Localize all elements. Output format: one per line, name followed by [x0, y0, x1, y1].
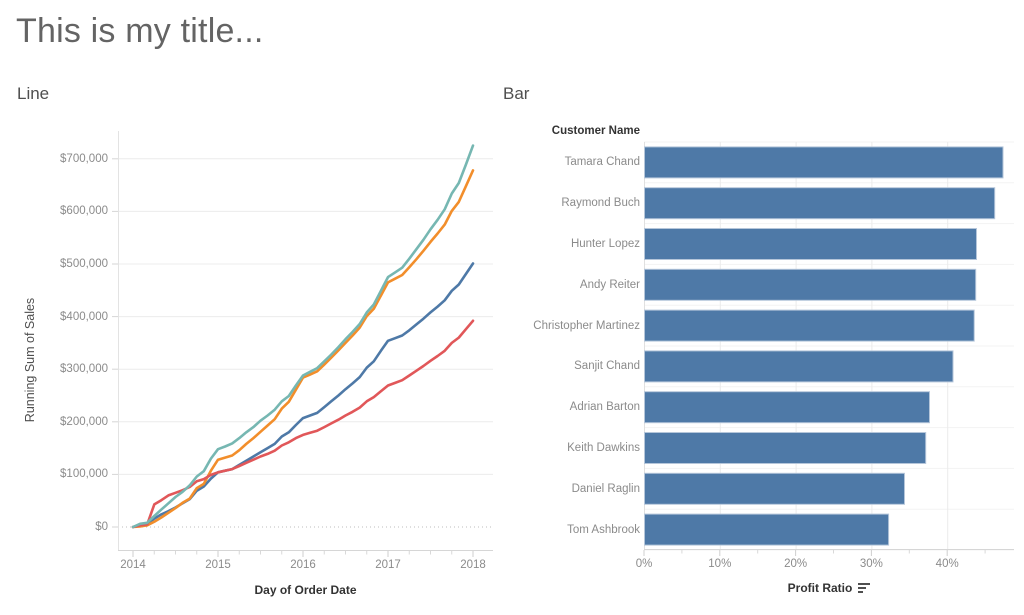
line-y-tick-label: $600,000 — [60, 205, 108, 218]
line-y-tick-label: $400,000 — [60, 310, 108, 323]
line-x-tick-label: 2014 — [120, 559, 146, 571]
line-y-tick-label: $500,000 — [60, 258, 108, 270]
bar-row-label[interactable]: Tom Ashbrook — [567, 523, 640, 536]
line-x-tick-label: 2015 — [205, 559, 231, 571]
bar-daniel-raglin[interactable] — [644, 472, 905, 505]
bar-andy-reiter[interactable] — [644, 268, 977, 301]
bar-x-tick-label: 10% — [708, 558, 732, 570]
line-y-tick-label: $200,000 — [60, 415, 108, 428]
line-x-tick-label: 2018 — [460, 559, 486, 571]
bar-hunter-lopez[interactable] — [644, 228, 977, 260]
bar-x-axis-title: Profit Ratio — [787, 581, 853, 595]
bar-keith-dawkins[interactable] — [644, 432, 927, 464]
line-y-tick-label: $300,000 — [60, 363, 108, 376]
line-plot-area — [112, 131, 493, 557]
line-x-tick-label: 2017 — [375, 559, 401, 571]
line-y-tick-label: $0 — [95, 521, 108, 533]
bar-row-label[interactable]: Daniel Raglin — [571, 482, 640, 495]
line-x-axis-title: Day of Order Date — [254, 583, 357, 597]
bar-sanjit-chand[interactable] — [644, 350, 954, 383]
bar-x-tick-label: 0% — [635, 558, 653, 570]
line-series-blue[interactable] — [131, 262, 475, 529]
bar-row-label[interactable]: Tamara Chand — [564, 156, 640, 169]
bar-row-label[interactable]: Adrian Barton — [569, 401, 640, 414]
bar-row-label[interactable]: Keith Dawkins — [567, 442, 640, 454]
line-series-orange[interactable] — [131, 169, 475, 529]
line-x-tick-label: 2016 — [290, 559, 316, 571]
bar-x-tick-label: 30% — [859, 558, 883, 570]
line-panel-title: Line — [17, 84, 50, 103]
sort-descending-icon[interactable] — [858, 583, 871, 593]
page-title: This is my title... — [16, 12, 264, 50]
line-series-teal[interactable] — [131, 144, 475, 529]
bar-row-label[interactable]: Christopher Martinez — [533, 319, 640, 332]
bar-x-axis-title-row: Profit Ratio — [644, 581, 1014, 595]
bar-tamara-chand[interactable] — [644, 146, 1004, 179]
bar-raymond-buch[interactable] — [644, 187, 996, 220]
bar-x-tick-label: 40% — [935, 558, 959, 570]
bar-x-tick-label: 20% — [784, 558, 808, 570]
bar-adrian-barton[interactable] — [644, 391, 930, 424]
bar-row-label[interactable]: Sanjit Chand — [574, 360, 640, 373]
line-y-tick-label: $700,000 — [60, 152, 108, 165]
bar-plot-area — [643, 141, 1014, 556]
bar-panel-title: Bar — [503, 84, 530, 103]
bar-tom-ashbrook[interactable] — [644, 513, 890, 546]
bar-christopher-martinez[interactable] — [644, 309, 975, 342]
line-series-red[interactable] — [131, 319, 475, 529]
bar-row-label[interactable]: Raymond Buch — [561, 197, 640, 210]
bar-row-label[interactable]: Andy Reiter — [579, 278, 640, 291]
bar-column-header: Customer Name — [551, 125, 640, 137]
bar-row-label[interactable]: Hunter Lopez — [570, 238, 640, 250]
line-y-tick-label: $100,000 — [60, 468, 108, 481]
